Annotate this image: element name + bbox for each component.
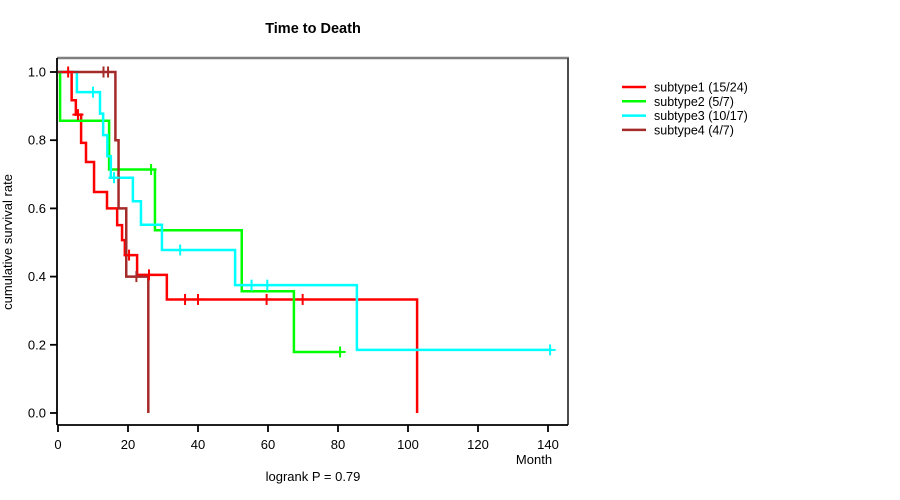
survival-curves xyxy=(58,70,552,413)
y-axis-ticks: 0.0 0.2 0.4 0.6 0.8 1.0 xyxy=(28,65,57,421)
y-axis-label: cumulative survival rate xyxy=(0,174,15,310)
legend-item-subtype3: subtype3 (10/17) xyxy=(622,109,748,123)
legend-label: subtype2 (5/7) xyxy=(654,95,734,109)
x-axis-label: Month xyxy=(516,452,552,467)
y-tick-label: 0.2 xyxy=(28,337,46,352)
legend-label: subtype1 (15/24) xyxy=(654,81,748,95)
x-tick-label: 20 xyxy=(121,437,135,452)
survival-curve-subtype1 xyxy=(58,70,419,413)
legend-item-subtype4: subtype4 (4/7) xyxy=(622,123,734,137)
x-axis-ticks: 0 20 40 60 80 100 120 140 xyxy=(54,425,559,452)
y-tick-label: 0.8 xyxy=(28,133,46,148)
legend-item-subtype2: subtype2 (5/7) xyxy=(622,95,734,109)
legend-item-subtype1: subtype1 (15/24) xyxy=(622,81,748,95)
x-tick-label: 100 xyxy=(397,437,419,452)
censor-marks xyxy=(62,66,556,358)
x-tick-label: 40 xyxy=(191,437,205,452)
x-tick-label: 120 xyxy=(467,437,489,452)
x-tick-label: 0 xyxy=(54,437,61,452)
x-tick-label: 60 xyxy=(261,437,275,452)
y-tick-label: 0.4 xyxy=(28,269,46,284)
survival-curve-subtype2 xyxy=(58,70,342,354)
chart-title: Time to Death xyxy=(265,21,361,37)
legend: subtype1 (15/24)subtype2 (5/7)subtype3 (… xyxy=(622,81,748,137)
legend-label: subtype3 (10/17) xyxy=(654,109,748,123)
x-tick-label: 80 xyxy=(331,437,345,452)
x-tick-label: 140 xyxy=(537,437,559,452)
y-tick-label: 0.6 xyxy=(28,201,46,216)
y-tick-label: 1.0 xyxy=(28,65,46,80)
y-tick-label: 0.0 xyxy=(28,406,46,421)
logrank-annotation: logrank P = 0.79 xyxy=(266,469,361,484)
survival-curve-subtype3 xyxy=(58,70,552,352)
legend-label: subtype4 (4/7) xyxy=(654,123,734,137)
